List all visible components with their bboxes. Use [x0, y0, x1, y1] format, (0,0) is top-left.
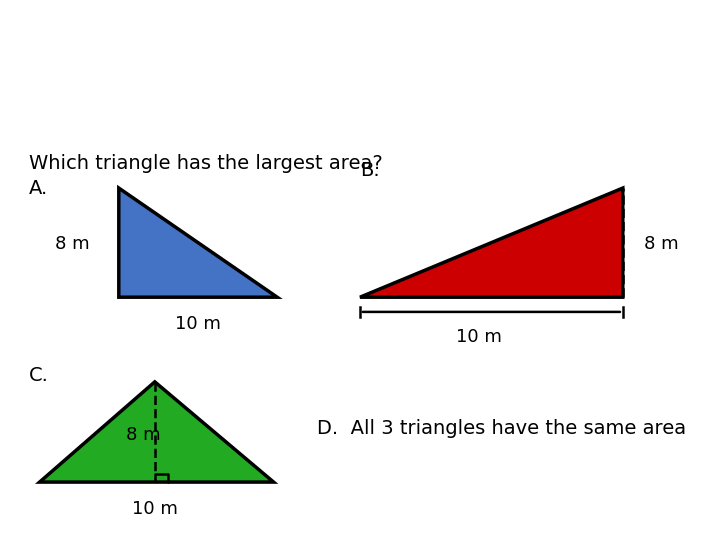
Text: A.: A.	[29, 179, 48, 198]
Text: 8 m: 8 m	[644, 235, 679, 253]
Text: B.: B.	[360, 161, 379, 180]
Text: 8 m: 8 m	[126, 426, 161, 444]
Polygon shape	[360, 188, 623, 297]
Text: D.  All 3 triangles have the same area: D. All 3 triangles have the same area	[317, 419, 686, 438]
Text: 10 m: 10 m	[175, 315, 221, 333]
Text: 10 m: 10 m	[456, 328, 502, 346]
Text: C.: C.	[29, 366, 49, 384]
Polygon shape	[119, 188, 277, 297]
Text: 10 m: 10 m	[132, 500, 178, 518]
Text: 8 m: 8 m	[55, 235, 90, 253]
Text: Which triangle has the largest area?: Which triangle has the largest area?	[29, 154, 382, 173]
Polygon shape	[40, 382, 274, 482]
Text: Area of Triangles VII: Area of Triangles VII	[133, 36, 515, 69]
